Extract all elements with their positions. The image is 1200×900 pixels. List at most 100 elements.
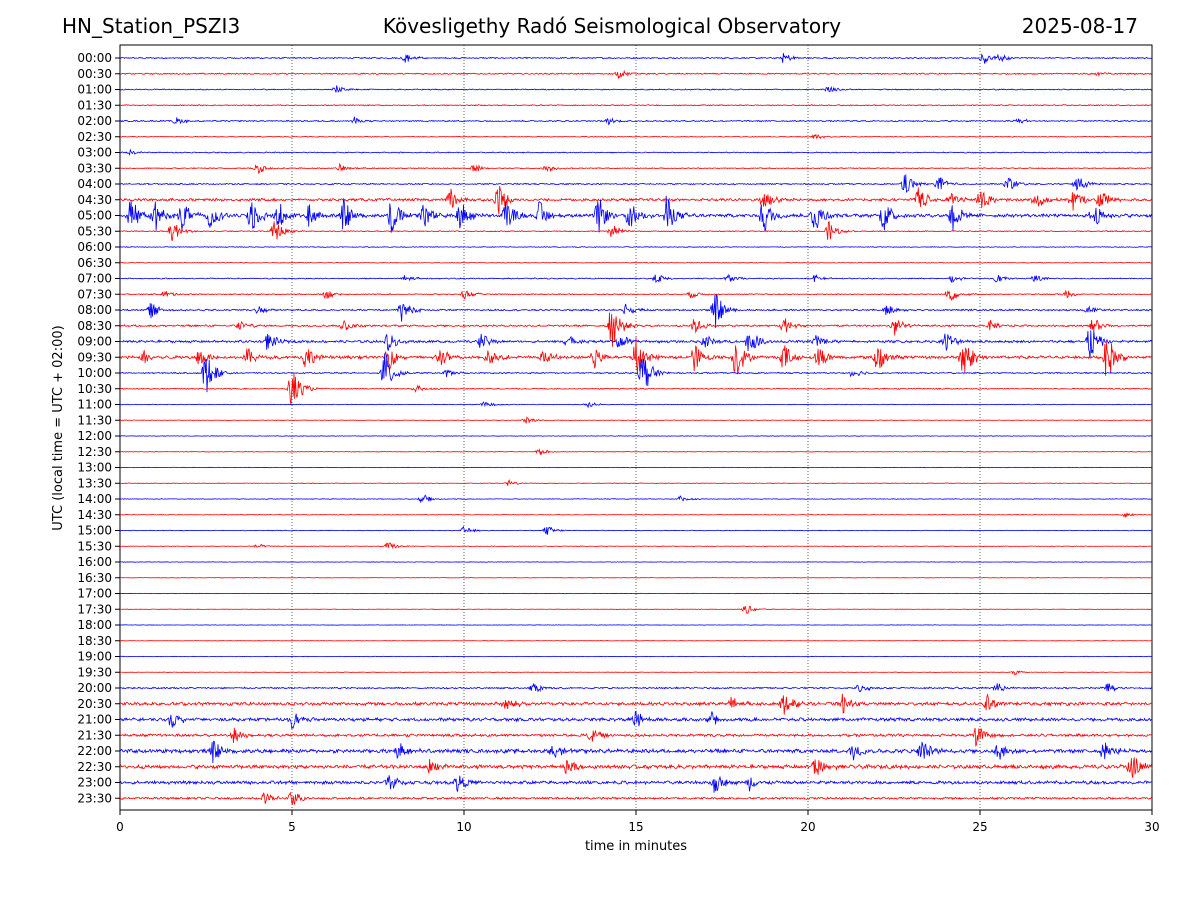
trace-1330 xyxy=(119,479,1153,486)
y-tick-label-45: 22:30 xyxy=(77,760,112,774)
trace-2130 xyxy=(119,727,1153,747)
y-tick-label-44: 22:00 xyxy=(77,744,112,758)
trace-0830 xyxy=(119,312,1153,347)
trace-1500 xyxy=(119,525,1153,535)
trace-1100 xyxy=(119,401,1153,409)
x-tick-label-0: 0 xyxy=(116,820,124,834)
trace-0200 xyxy=(119,116,1153,126)
y-tick-label-9: 04:30 xyxy=(77,193,112,207)
x-tick-label-3: 15 xyxy=(628,820,643,834)
x-tick-label-5: 25 xyxy=(972,820,987,834)
y-tick-label-41: 20:30 xyxy=(77,697,112,711)
y-axis-label: UTC (local time = UTC + 02:00) xyxy=(51,325,66,530)
y-tick-label-3: 01:30 xyxy=(77,98,112,112)
y-tick-label-43: 21:30 xyxy=(77,728,112,742)
observatory-title: Kövesligethy Radó Seismological Observat… xyxy=(382,14,842,38)
trace-0530 xyxy=(119,220,1153,242)
y-tick-label-12: 06:00 xyxy=(77,240,112,254)
trace-1230 xyxy=(119,448,1153,456)
trace-2330 xyxy=(119,791,1153,806)
trace-2230 xyxy=(119,757,1153,778)
trace-2100 xyxy=(119,710,1153,730)
trace-1400 xyxy=(119,494,1153,504)
x-tick-label-4: 20 xyxy=(800,820,815,834)
trace-1000 xyxy=(119,353,1153,393)
y-tick-label-15: 07:30 xyxy=(77,287,112,301)
y-tick-label-21: 10:30 xyxy=(77,382,112,396)
record-date: 2025-08-17 xyxy=(1021,14,1138,38)
y-tick-label-29: 14:30 xyxy=(77,508,112,522)
y-tick-label-0: 00:00 xyxy=(77,51,112,65)
trace-1530 xyxy=(119,542,1153,550)
trace-2300 xyxy=(119,775,1153,793)
station-name: HN_Station_PSZI3 xyxy=(62,14,241,38)
y-tick-label-39: 19:30 xyxy=(77,665,112,679)
trace-0600 xyxy=(119,246,1153,248)
y-tick-label-24: 12:00 xyxy=(77,429,112,443)
y-tick-label-2: 01:00 xyxy=(77,83,112,97)
x-tick-label-6: 30 xyxy=(1144,820,1159,834)
trace-0430 xyxy=(119,185,1153,215)
trace-0100 xyxy=(119,85,1153,93)
grid-lines xyxy=(291,45,981,810)
y-tick-label-37: 18:30 xyxy=(77,634,112,648)
x-axis-label: time in minutes xyxy=(585,839,687,854)
trace-1730 xyxy=(119,605,1153,614)
y-tick-label-28: 14:00 xyxy=(77,492,112,506)
trace-0130 xyxy=(119,104,1153,107)
y-tick-label-32: 16:00 xyxy=(77,555,112,569)
trace-0230 xyxy=(119,133,1153,140)
trace-0400 xyxy=(119,174,1153,194)
x-tick-label-2: 10 xyxy=(456,820,471,834)
y-tick-label-36: 18:00 xyxy=(77,618,112,632)
trace-0300 xyxy=(119,148,1153,156)
y-tick-label-7: 03:30 xyxy=(77,161,112,175)
y-tick-label-10: 05:00 xyxy=(77,209,112,223)
y-tick-label-19: 09:30 xyxy=(77,350,112,364)
y-tick-label-30: 15:00 xyxy=(77,524,112,538)
trace-0330 xyxy=(119,162,1153,174)
x-ticks: 0 5 10 15 20 25 30 xyxy=(116,810,1160,834)
trace-0500 xyxy=(119,195,1153,233)
y-tick-label-5: 02:30 xyxy=(77,130,112,144)
trace-0630 xyxy=(119,261,1153,264)
y-tick-label-40: 20:00 xyxy=(77,681,112,695)
trace-2030 xyxy=(119,693,1153,715)
trace-2200 xyxy=(119,740,1153,763)
y-tick-label-13: 06:30 xyxy=(77,256,112,270)
y-tick-label-22: 11:00 xyxy=(77,398,112,412)
y-tick-label-42: 21:00 xyxy=(77,713,112,727)
trace-1430 xyxy=(119,512,1153,519)
y-tick-label-26: 13:00 xyxy=(77,461,112,475)
trace-1900 xyxy=(120,655,1153,658)
y-tick-label-46: 23:00 xyxy=(77,776,112,790)
trace-0930 xyxy=(119,337,1153,376)
trace-0030 xyxy=(119,69,1153,80)
y-tick-label-25: 12:30 xyxy=(77,445,112,459)
trace-0730 xyxy=(119,289,1153,301)
y-tick-label-14: 07:00 xyxy=(77,272,112,286)
traces xyxy=(119,53,1153,806)
trace-1200 xyxy=(119,435,1153,437)
y-tick-label-20: 10:00 xyxy=(77,366,112,380)
trace-0800 xyxy=(119,294,1153,328)
y-tick-label-17: 08:30 xyxy=(77,319,112,333)
y-tick-label-33: 16:30 xyxy=(77,571,112,585)
trace-2000 xyxy=(119,682,1153,693)
y-tick-label-35: 17:30 xyxy=(77,602,112,616)
trace-1030 xyxy=(119,373,1153,405)
y-tick-label-47: 23:30 xyxy=(77,791,112,805)
y-tick-label-8: 04:00 xyxy=(77,177,112,191)
x-tick-label-1: 5 xyxy=(288,820,296,834)
y-tick-label-1: 00:30 xyxy=(77,67,112,81)
y-tick-label-27: 13:30 xyxy=(77,476,112,490)
y-tick-label-31: 15:30 xyxy=(77,539,112,553)
y-tick-label-6: 03:00 xyxy=(77,146,112,160)
trace-0000 xyxy=(119,53,1153,64)
trace-1130 xyxy=(119,416,1153,424)
y-tick-label-18: 09:00 xyxy=(77,335,112,349)
trace-1300 xyxy=(119,466,1153,469)
trace-0700 xyxy=(119,273,1153,284)
